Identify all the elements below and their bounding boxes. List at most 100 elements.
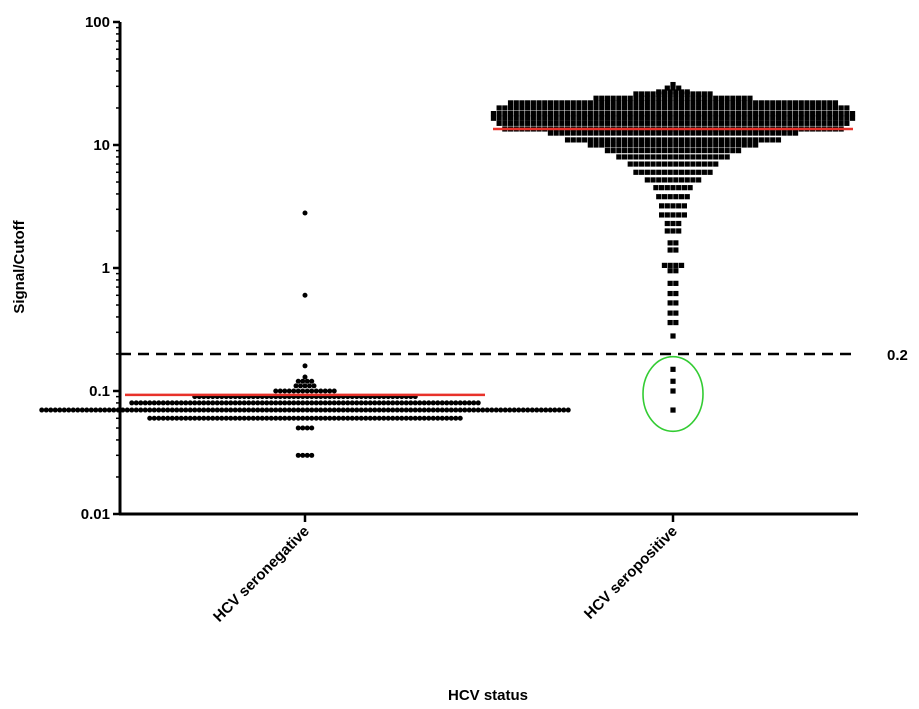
data-point	[821, 105, 827, 111]
data-point	[559, 130, 565, 136]
data-point	[787, 105, 793, 111]
data-point	[707, 100, 713, 106]
data-point	[507, 111, 514, 117]
data-point	[639, 100, 645, 106]
data-point	[810, 111, 816, 117]
data-point	[676, 220, 682, 227]
data-point	[690, 91, 696, 97]
data-point	[724, 154, 730, 160]
data-point	[604, 120, 611, 126]
data-point	[156, 400, 162, 406]
data-point	[318, 407, 324, 413]
data-point	[219, 415, 225, 421]
data-point	[758, 137, 764, 143]
data-point	[519, 115, 525, 121]
data-point	[507, 120, 514, 126]
x-axis-ticks: HCV seronegative HCV seropositive	[210, 514, 681, 626]
data-point	[300, 407, 306, 413]
data-point	[701, 91, 707, 97]
data-point	[684, 142, 690, 148]
data-point	[286, 415, 292, 421]
data-point	[644, 100, 650, 106]
data-point	[187, 400, 193, 406]
data-point	[792, 130, 799, 136]
data-point	[747, 105, 753, 111]
data-point	[570, 115, 576, 121]
data-point	[457, 415, 463, 421]
data-point	[827, 115, 833, 121]
data-point	[475, 407, 481, 413]
data-point	[169, 400, 175, 406]
data-point	[39, 407, 45, 413]
data-point	[621, 95, 628, 101]
data-point	[502, 111, 508, 117]
data-point	[309, 425, 315, 431]
data-point	[804, 120, 810, 126]
data-point	[327, 415, 333, 421]
data-point	[735, 111, 742, 117]
y-axis-ticks: 0.01 0.1 1 10 100	[81, 14, 120, 523]
data-point	[147, 407, 153, 413]
data-point	[747, 142, 753, 148]
data-point	[599, 95, 605, 101]
data-point	[616, 120, 622, 126]
data-point	[133, 400, 139, 406]
data-point	[764, 130, 770, 136]
data-point	[394, 407, 400, 413]
data-point	[639, 148, 645, 154]
data-point	[593, 111, 599, 117]
data-point	[713, 100, 719, 106]
data-point	[381, 400, 387, 406]
data-point	[300, 378, 306, 384]
data-point	[684, 154, 690, 160]
data-point	[525, 115, 531, 121]
data-point	[399, 400, 405, 406]
data-point	[196, 415, 202, 421]
data-point	[385, 415, 391, 421]
data-point	[701, 120, 707, 126]
data-point	[735, 142, 742, 148]
data-point	[707, 91, 713, 97]
data-point	[511, 407, 517, 413]
data-point	[291, 388, 297, 394]
data-point	[519, 100, 525, 106]
data-point	[201, 400, 207, 406]
data-point	[536, 115, 542, 121]
data-point	[810, 115, 816, 121]
data-point	[295, 415, 301, 421]
data-point	[633, 137, 639, 143]
data-point	[318, 400, 324, 406]
data-point	[399, 415, 405, 421]
data-point	[713, 120, 719, 126]
data-point	[160, 407, 166, 413]
data-point	[593, 120, 599, 126]
data-point	[556, 407, 562, 413]
data-point	[304, 425, 310, 431]
data-point	[667, 105, 673, 111]
data-point	[268, 407, 274, 413]
data-point	[707, 169, 713, 175]
x-axis-title: HCV status	[448, 687, 528, 704]
data-point	[587, 105, 593, 111]
data-point	[781, 100, 787, 106]
data-point	[639, 95, 645, 101]
data-point	[201, 407, 207, 413]
data-point	[390, 415, 396, 421]
data-point	[667, 268, 673, 274]
data-point	[798, 105, 804, 111]
data-point	[264, 415, 270, 421]
data-point	[286, 388, 292, 394]
data-point	[507, 407, 513, 413]
data-point	[673, 115, 679, 121]
data-point	[610, 115, 616, 121]
data-point	[670, 388, 676, 394]
data-point	[372, 415, 378, 421]
data-point	[670, 333, 676, 339]
data-point	[255, 415, 261, 421]
data-point	[633, 169, 639, 175]
data-point	[174, 400, 180, 406]
data-point	[678, 115, 685, 121]
data-point	[529, 407, 535, 413]
data-point	[582, 111, 588, 117]
data-point	[690, 95, 696, 101]
